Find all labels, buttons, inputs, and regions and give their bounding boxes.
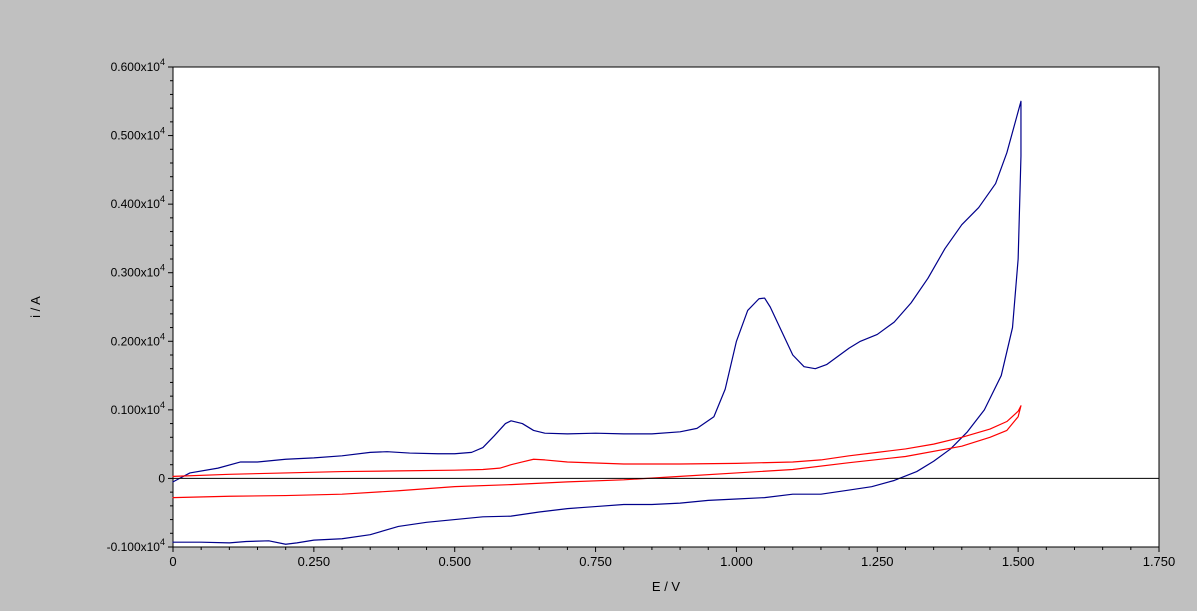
y-tick-mantissa: 0 [158,471,165,485]
y-axis-label: i / A [28,296,43,318]
y-tick-label: 0 [158,471,165,485]
x-tick-label: 1.500 [1002,554,1035,569]
y-tick-exponent: 4 [160,263,165,273]
y-tick-exponent: 4 [160,400,165,410]
y-tick-exponent: 4 [160,57,165,67]
x-axis-label: E / V [652,579,681,594]
x-tick-label: 1.250 [861,554,894,569]
y-tick-label: 0.400x104 [111,194,165,211]
y-tick-mantissa: 0.100x10 [111,403,161,417]
y-tick-mantissa: 0.300x10 [111,266,161,280]
y-tick-mantissa: 0.400x10 [111,197,161,211]
y-tick-label: -0.100x104 [107,537,165,554]
y-tick-exponent: 4 [160,194,165,204]
x-tick-label: 0.500 [438,554,471,569]
y-tick-mantissa: 0.200x10 [111,334,161,348]
y-tick-exponent: 4 [160,537,165,547]
y-tick-label: 0.200x104 [111,331,165,348]
y-tick-label: 0.300x104 [111,263,165,280]
y-tick-label: 0.600x104 [111,57,165,74]
y-tick-mantissa: 0.500x10 [111,129,161,143]
y-tick-exponent: 4 [160,126,165,136]
y-tick-label: 0.500x104 [111,126,165,143]
y-tick-label: 0.100x104 [111,400,165,417]
x-tick-label: 0.750 [579,554,612,569]
x-tick-label: 1.000 [720,554,753,569]
y-tick-mantissa: 0.600x10 [111,60,161,74]
x-tick-label: 0 [169,554,176,569]
y-tick-exponent: 4 [160,331,165,341]
y-tick-mantissa: -0.100x10 [107,540,161,554]
x-tick-label: 1.750 [1143,554,1176,569]
x-tick-label: 0.250 [298,554,331,569]
